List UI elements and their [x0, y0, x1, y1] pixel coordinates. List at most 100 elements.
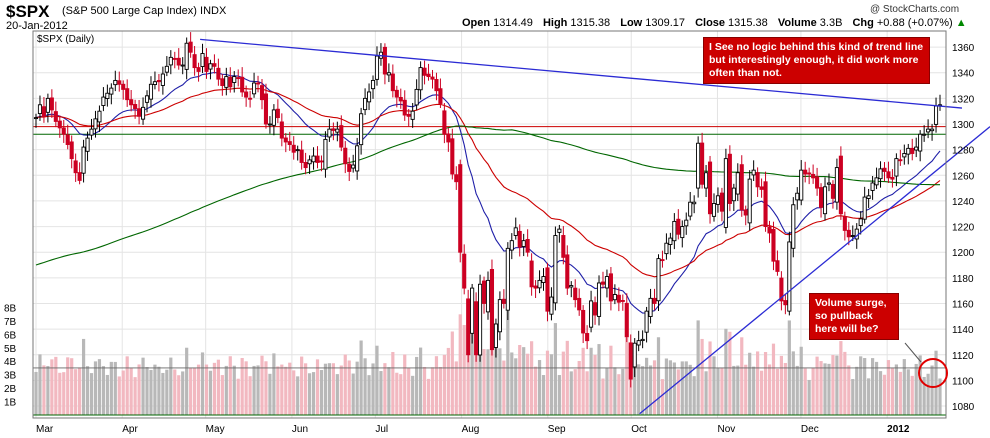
candle-body: [450, 138, 455, 175]
candle-body: [787, 241, 792, 312]
volume-bar: [157, 366, 161, 415]
volume-bar: [268, 373, 272, 415]
candle-body: [727, 153, 732, 204]
candle-body: [33, 117, 39, 120]
chart-date: 20-Jan-2012: [6, 20, 68, 32]
volume-bar: [347, 360, 351, 415]
candle-body: [105, 92, 110, 99]
volume-bar: [359, 340, 363, 415]
volume-bar: [228, 356, 232, 415]
x-tick-label: Nov: [717, 424, 735, 435]
volume-bar: [351, 373, 355, 415]
candle-body: [454, 174, 459, 183]
volume-bar: [510, 352, 514, 415]
candle-body: [842, 216, 847, 231]
candle-body: [69, 141, 74, 160]
candle-body: [188, 41, 193, 53]
trendline: [200, 38, 963, 109]
candle-body: [200, 53, 205, 67]
volume-bar: [446, 347, 450, 415]
volume-bar: [256, 365, 260, 415]
candle-body: [902, 153, 907, 158]
volume-bar: [149, 369, 153, 415]
candle-body: [878, 168, 883, 180]
symbol: $SPX: [6, 2, 50, 21]
trendlines: [200, 38, 990, 415]
candle-body: [581, 309, 586, 334]
candle-body: [137, 108, 142, 117]
volume-bar: [391, 352, 395, 415]
volume-bar: [783, 362, 787, 415]
high-label: High: [542, 17, 568, 29]
trendline: [639, 126, 990, 415]
volume-bar: [581, 347, 585, 415]
volume-bar: [704, 371, 708, 415]
candle-body: [101, 96, 106, 106]
volume-tick-label: 2B: [4, 384, 17, 395]
volume-bar: [708, 341, 712, 415]
candle-body: [533, 285, 538, 289]
volume-bar: [724, 328, 728, 415]
volume-bar: [641, 366, 645, 415]
volume-bar: [133, 377, 137, 415]
candle-body: [711, 203, 717, 217]
volume-bar: [145, 367, 149, 415]
candle-body: [553, 235, 558, 304]
candle-body: [196, 67, 201, 72]
candle-body: [255, 82, 261, 85]
candle-body: [620, 300, 625, 302]
candle-body: [343, 147, 348, 165]
volume-bar: [874, 361, 879, 415]
volume-bar: [232, 365, 236, 415]
volume-bar: [922, 376, 926, 415]
volume-bar: [284, 366, 288, 415]
candle-body: [656, 258, 661, 302]
volume-bar: [498, 348, 502, 415]
candle-body: [668, 237, 673, 245]
volume-bar: [490, 306, 494, 415]
annotation-trend-note: I See no logic behind this kind of trend…: [703, 37, 930, 84]
volume-bar: [736, 365, 740, 415]
volume-bar: [569, 371, 573, 415]
candle-body: [283, 137, 288, 143]
volume-bar: [454, 361, 458, 415]
candle-body: [335, 128, 340, 133]
volume-bar: [165, 369, 169, 415]
volume-bar: [288, 362, 292, 415]
volume-bar: [898, 371, 902, 415]
candle-body: [434, 79, 439, 92]
volume-bar: [648, 365, 653, 415]
volume-bar: [395, 372, 399, 415]
chg-label: Chg: [852, 17, 874, 29]
axes: 1080 1100 1120 1140 1160 1180 1200 1220 1240 1260…: [4, 30, 975, 435]
candle-body: [113, 79, 118, 86]
price-tick-label: 1160: [952, 299, 974, 310]
volume-bar: [327, 363, 332, 415]
candle-body: [795, 192, 800, 201]
candle-body: [438, 88, 443, 104]
volume-bar: [411, 375, 415, 415]
candle-body: [489, 268, 495, 351]
candle-body: [267, 123, 272, 126]
volume-bar: [823, 363, 827, 415]
candle-body: [493, 323, 498, 348]
candle-body: [422, 67, 427, 76]
candle-body: [577, 297, 582, 311]
candle-body: [426, 73, 431, 78]
volume-label: Volume: [777, 17, 817, 29]
volume-bar: [906, 369, 910, 415]
volume-bar: [482, 349, 486, 415]
volume-bar: [791, 351, 795, 415]
volume-bar: [125, 356, 129, 415]
candle-body: [600, 281, 606, 285]
volume-bar: [153, 364, 157, 415]
candle-body: [311, 155, 316, 163]
candle-body: [37, 104, 43, 115]
volume-bar: [680, 361, 684, 415]
volume-bar: [438, 366, 443, 415]
candle-body: [359, 113, 364, 146]
volume-bar: [720, 367, 724, 415]
candle-body: [684, 219, 689, 227]
volume-bar: [518, 345, 522, 415]
